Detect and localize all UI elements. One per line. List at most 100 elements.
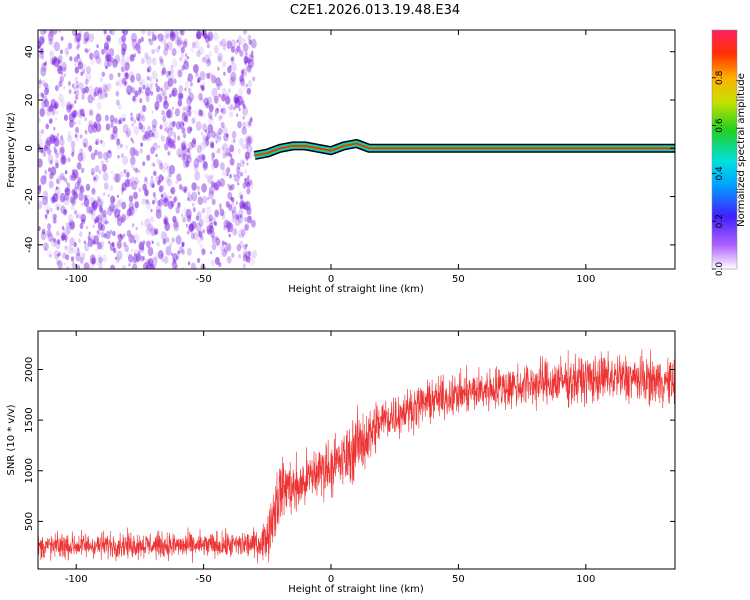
noise-speck — [223, 246, 229, 254]
noise-speck — [219, 245, 223, 251]
noise-speck — [124, 244, 129, 253]
noise-speck — [94, 165, 100, 173]
noise-speck — [121, 48, 126, 56]
noise-speck — [71, 30, 77, 36]
noise-speck — [186, 215, 192, 223]
noise-speck — [114, 208, 121, 219]
noise-speck — [200, 263, 206, 269]
noise-speck — [64, 188, 67, 193]
noise-speck — [167, 127, 174, 137]
noise-speck — [227, 222, 234, 233]
noise-speck — [180, 177, 183, 182]
noise-speck — [179, 93, 184, 99]
noise-speck — [123, 241, 127, 247]
noise-speck — [211, 152, 216, 159]
noise-speck — [237, 88, 244, 97]
noise-speck — [43, 242, 49, 251]
noise-speck — [92, 204, 97, 212]
noise-speck — [186, 77, 190, 82]
noise-speck — [244, 143, 249, 150]
noise-speck — [181, 249, 185, 255]
noise-speck — [47, 250, 52, 258]
noise-speck — [209, 141, 215, 149]
noise-speck — [142, 183, 147, 192]
noise-speck — [112, 204, 118, 214]
noise-speck — [87, 235, 91, 240]
noise-speck — [168, 171, 172, 178]
noise-speck — [95, 216, 100, 223]
noise-speck — [145, 199, 148, 203]
noise-speck — [206, 224, 213, 235]
noise-speck — [79, 134, 83, 139]
noise-speck — [74, 76, 79, 84]
noise-speck — [91, 257, 96, 265]
noise-speck — [97, 222, 103, 231]
noise-speck — [66, 101, 72, 111]
noise-speck — [228, 233, 231, 238]
noise-speck — [107, 220, 109, 224]
noise-speck — [244, 51, 248, 57]
noise-speck — [231, 136, 236, 144]
noise-speck — [169, 93, 172, 98]
noise-speck — [223, 219, 229, 229]
noise-speck — [172, 58, 178, 68]
noise-speck — [172, 138, 176, 144]
noise-speck — [183, 38, 188, 45]
noise-speck — [228, 106, 231, 111]
noise-speck — [100, 224, 106, 232]
noise-speck — [231, 130, 237, 139]
noise-speck — [62, 157, 66, 162]
noise-speck — [151, 31, 154, 35]
noise-speck — [49, 104, 54, 112]
noise-speck — [77, 247, 80, 251]
noise-speck — [251, 219, 256, 228]
noise-speck — [98, 57, 103, 65]
noise-speck — [235, 214, 240, 220]
noise-speck — [151, 48, 155, 55]
noise-speck — [120, 143, 123, 148]
noise-speck — [39, 51, 45, 60]
noise-speck — [147, 246, 154, 257]
noise-speck — [75, 211, 79, 217]
noise-speck — [155, 209, 162, 219]
noise-speck — [187, 194, 193, 202]
noise-speck — [103, 233, 107, 239]
noise-speck — [252, 76, 256, 82]
noise-speck — [146, 154, 151, 161]
noise-speck — [220, 162, 225, 171]
noise-speck — [103, 182, 109, 190]
noise-speck — [86, 205, 91, 214]
noise-speck — [55, 203, 61, 212]
noise-speck — [188, 105, 192, 111]
noise-speck — [151, 182, 155, 188]
noise-speck — [187, 151, 192, 158]
noise-speck — [188, 92, 195, 102]
noise-speck — [105, 123, 111, 131]
noise-speck — [201, 248, 206, 256]
noise-speck — [59, 75, 64, 83]
noise-speck — [60, 232, 66, 241]
noise-speck — [202, 134, 207, 141]
noise-speck — [181, 65, 185, 71]
noise-speck — [109, 203, 115, 212]
noise-speck — [105, 114, 109, 122]
noise-speck — [71, 83, 75, 88]
noise-speck — [168, 242, 173, 248]
noise-speck — [137, 117, 140, 121]
noise-speck — [71, 189, 76, 196]
noise-speck — [201, 132, 204, 136]
noise-speck — [191, 118, 195, 125]
noise-speck — [183, 188, 187, 193]
noise-speck — [75, 95, 79, 101]
noise-speck — [184, 53, 188, 58]
noise-speck — [102, 254, 107, 263]
noise-speck — [88, 120, 93, 128]
noise-speck — [117, 155, 120, 159]
noise-speck — [124, 213, 129, 220]
noise-speck — [78, 31, 82, 37]
noise-speck — [101, 213, 104, 218]
noise-speck — [48, 38, 53, 45]
noise-speck — [206, 58, 212, 66]
noise-speck — [198, 230, 203, 238]
noise-speck — [145, 200, 151, 210]
